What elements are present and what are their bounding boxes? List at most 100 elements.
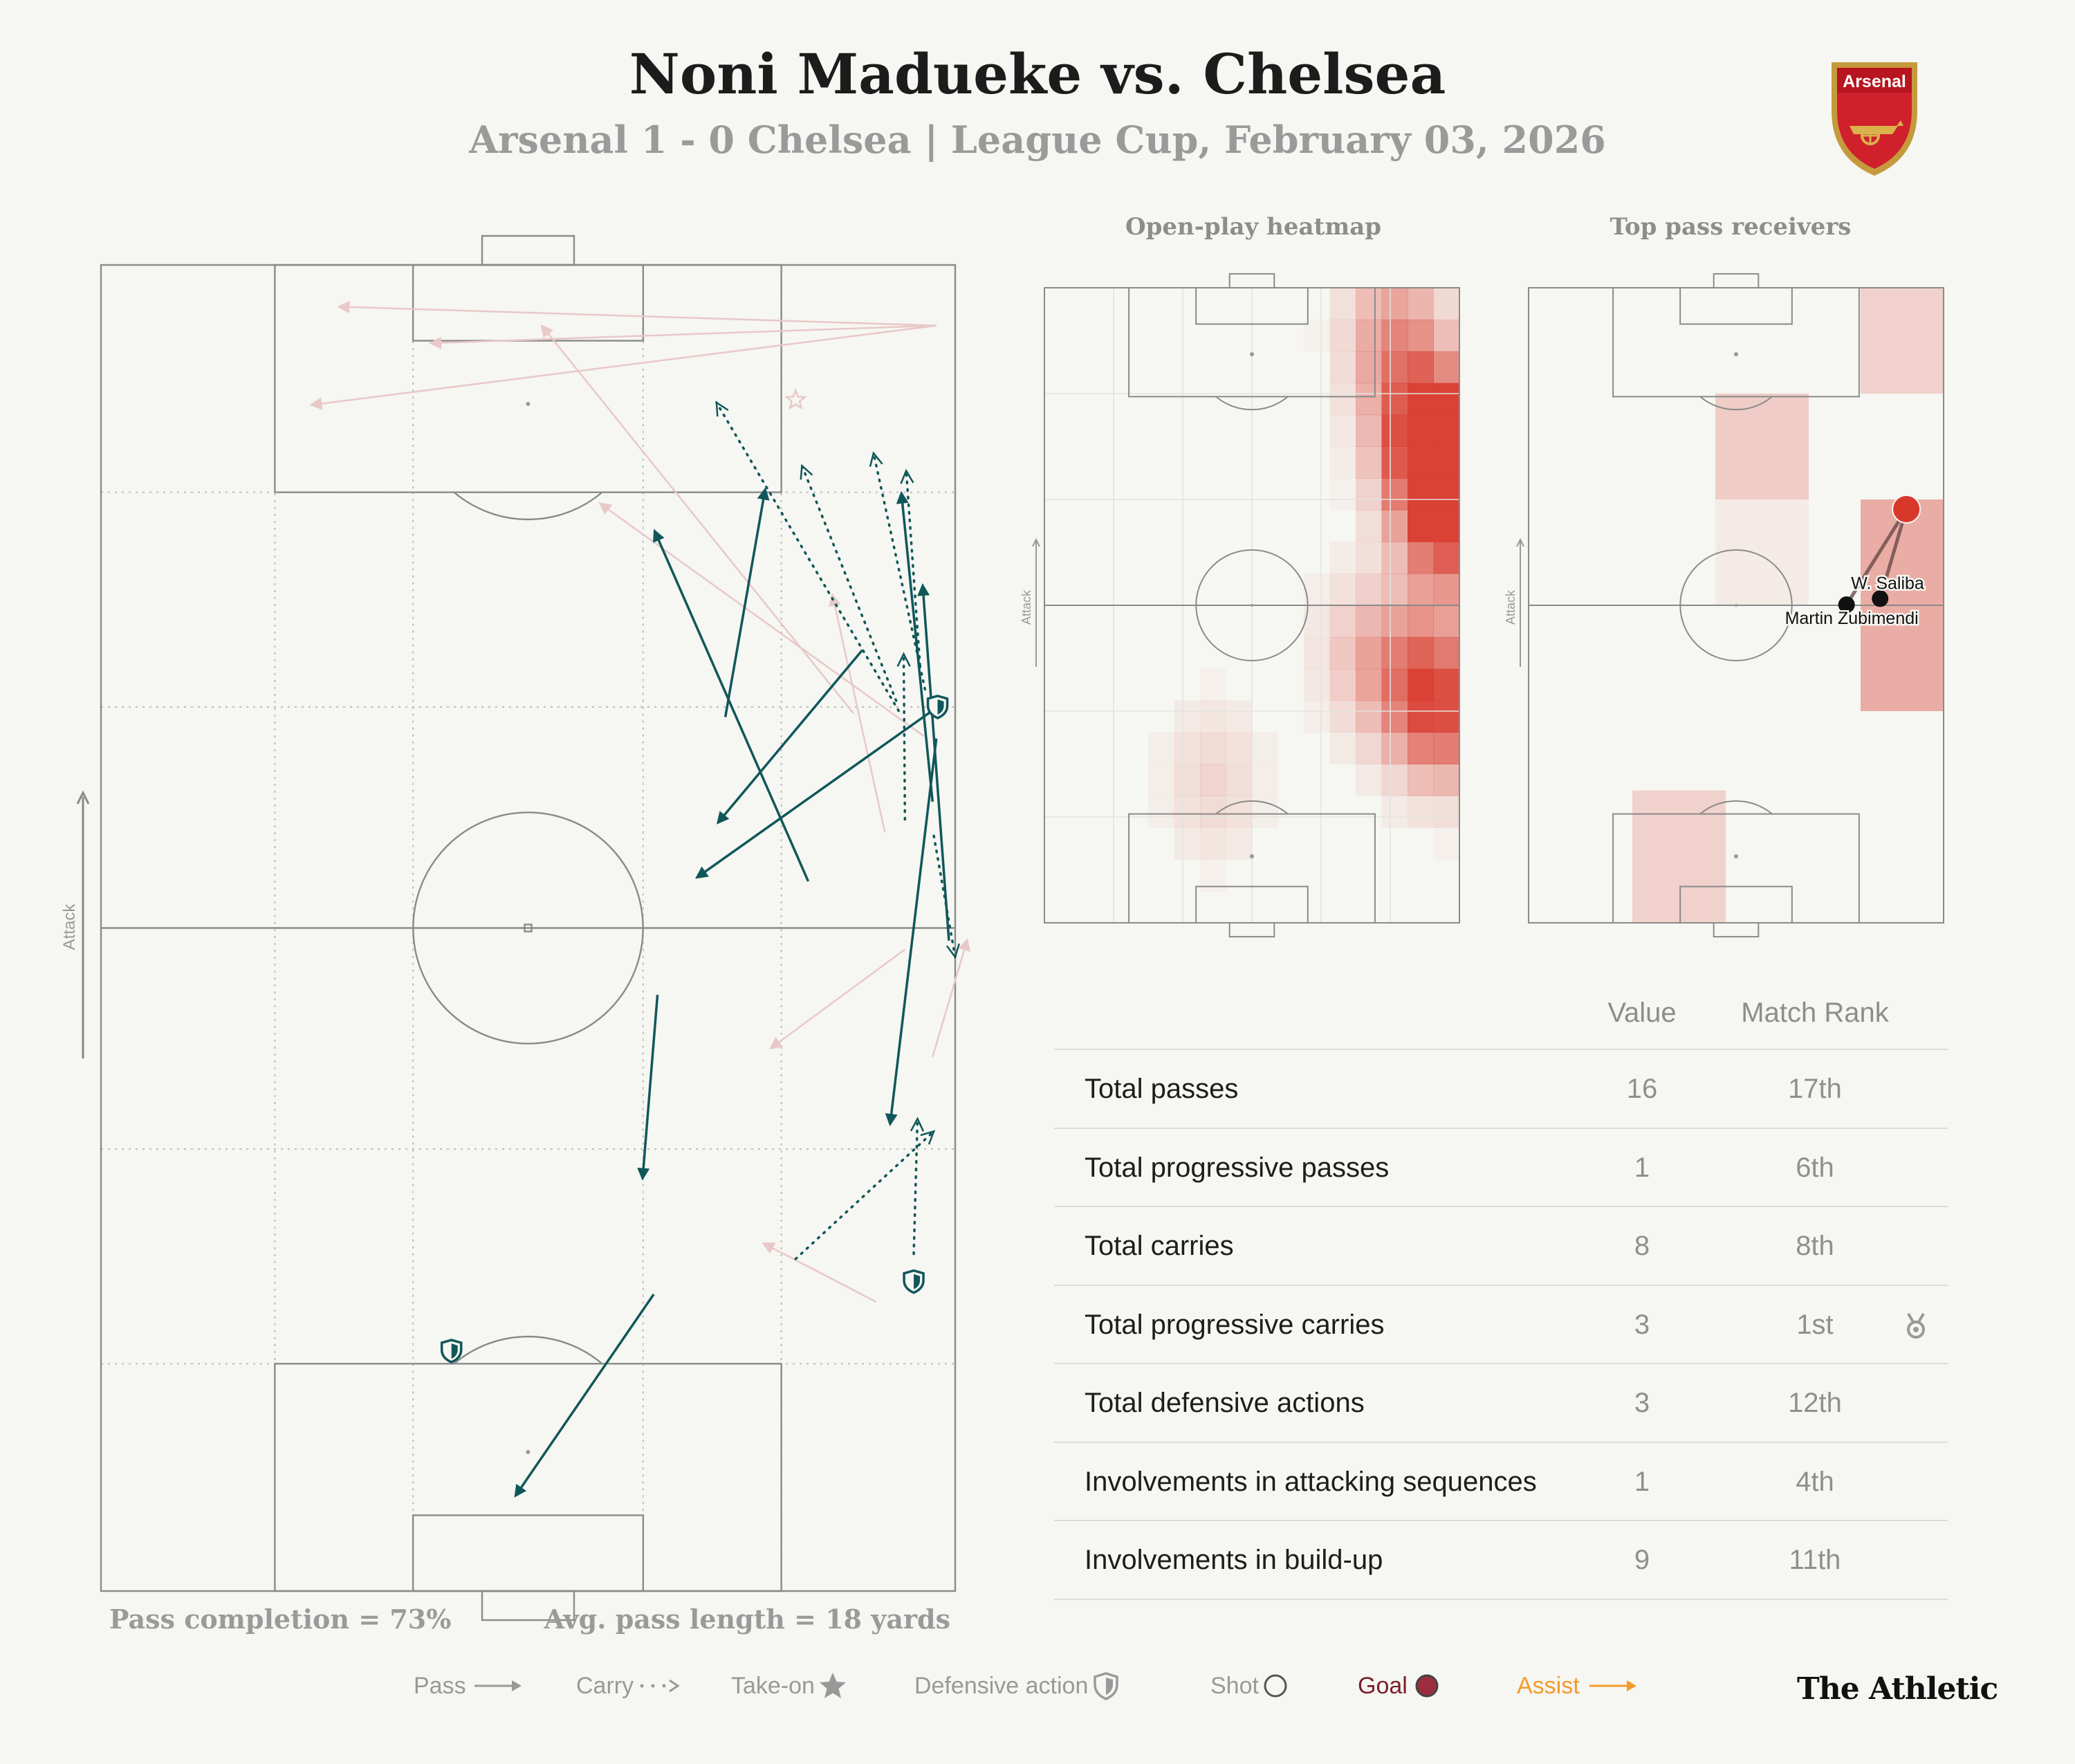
stat-value: 9: [1634, 1545, 1650, 1575]
stat-label: Total passes: [1085, 1074, 1239, 1104]
heatmap-cell: [1381, 383, 1408, 416]
heatmap-cell: [1356, 351, 1382, 384]
penalty-box-top: [1612, 287, 1860, 398]
heatmap-cell: [1408, 732, 1434, 764]
heatmap-cell: [1356, 478, 1382, 511]
heatmap-cell: [1200, 796, 1226, 828]
goal-top: [1228, 273, 1275, 289]
shield-icon: [1094, 1672, 1119, 1700]
heatmap-cell: [1356, 319, 1382, 352]
pass-arrow: [514, 1293, 655, 1498]
heatmap-cell: [1356, 573, 1382, 606]
player-average-position: [1892, 494, 1921, 524]
legend-goal-label: Goal: [1358, 1672, 1408, 1699]
heatmap-cell: [1433, 351, 1460, 384]
heatmap-cell: [1433, 796, 1460, 828]
stat-rank: 6th: [1796, 1152, 1834, 1183]
heatmap-cell: [1200, 764, 1226, 796]
heatmap-cell: [1381, 414, 1408, 447]
heatmap-cell: [1381, 351, 1408, 384]
centre-circle: [412, 811, 644, 1045]
heatmap-cell: [1329, 732, 1356, 764]
heatmap-cell: [1381, 478, 1408, 511]
penalty-spot-bottom: [526, 1450, 531, 1455]
heatmap-cell: [1200, 827, 1226, 860]
stat-label: Total progressive passes: [1085, 1152, 1390, 1183]
heatmap-cell: [1433, 288, 1460, 320]
heatmap-cell: [1408, 351, 1434, 384]
heatmap-cell: [1433, 414, 1460, 447]
penalty-arc-top: [1699, 396, 1773, 411]
stats-bottom-rule: [1054, 1598, 1948, 1600]
heatmap-cell: [1329, 288, 1356, 320]
receivers-attack-label: Attack: [1504, 589, 1518, 625]
centre-spot: [1251, 604, 1253, 607]
stats-row: Total defensive actions 3 12th: [1054, 1363, 1948, 1442]
legend-pass: Pass: [414, 1669, 523, 1703]
penalty-arc-bottom: [453, 1335, 603, 1365]
stat-rank: 8th: [1796, 1231, 1834, 1261]
incomplete-pass-arrow: [309, 324, 937, 410]
heatmap-cell: [1304, 700, 1330, 733]
heatmap-cell: [1356, 732, 1382, 764]
carry-arrow: [715, 401, 901, 713]
heatmap-cell: [1304, 668, 1330, 701]
defensive-action-shield: [926, 695, 949, 719]
legend-defensive-action: Defensive action: [914, 1669, 1121, 1703]
heatmap-cell: [1408, 446, 1434, 479]
heatmap-cell: [1381, 796, 1408, 828]
page-title: Noni Madueke vs. Chelsea: [629, 42, 1446, 107]
carry-arrow: [900, 468, 921, 667]
heatmap-cell: [1408, 573, 1434, 606]
heatmap-cell: [1433, 478, 1460, 511]
heatmap-cell: [1408, 383, 1434, 416]
incomplete-pass-arrow: [762, 1242, 877, 1303]
heatmap-cell: [1356, 446, 1382, 479]
heatmap-cell: [1174, 796, 1201, 828]
pass-arrow: [885, 738, 938, 1127]
carry-arrow: [800, 463, 898, 702]
heatmap-cell: [1433, 542, 1460, 574]
stat-value: 16: [1626, 1074, 1658, 1104]
carry-arrow: [794, 1130, 936, 1260]
penalty-arc-bottom: [1215, 800, 1289, 815]
heatmap-cell: [1433, 605, 1460, 638]
pass-arrow: [653, 529, 810, 882]
heatmap-cell: [1329, 636, 1356, 670]
receiver-dot: [1838, 596, 1855, 614]
pass-arrow: [723, 487, 770, 717]
incomplete-pass-arrow: [769, 948, 906, 1049]
legend-pass-label: Pass: [414, 1672, 466, 1699]
heatmap-cell: [1433, 700, 1460, 733]
pass-arrow: [917, 583, 950, 941]
legend-shot-label: Shot: [1210, 1672, 1259, 1699]
penalty-arc-top: [453, 491, 603, 521]
receiver-zone: [1861, 605, 1944, 711]
heatmap-cell: [1329, 446, 1356, 479]
heatmap-cell: [1433, 383, 1460, 416]
carry-arrow: [910, 1117, 925, 1256]
heatmap-attack-label: Attack: [1020, 589, 1033, 625]
heatmap-cell: [1200, 700, 1226, 733]
penalty-arc-top: [1215, 396, 1289, 411]
receiver-zone: [1861, 288, 1944, 394]
avg-pass-length: Avg. pass length = 18 yards: [544, 1604, 950, 1635]
heatmap-cell: [1433, 636, 1460, 670]
stat-value: 3: [1634, 1309, 1650, 1340]
goal-area-top: [1679, 287, 1793, 325]
pass-arrow-icon: [474, 1680, 522, 1691]
pass-arrow: [637, 995, 659, 1181]
heatmap-cell: [1356, 414, 1382, 447]
heatmap-cell: [1356, 510, 1382, 542]
heatmap-cell: [1252, 732, 1278, 764]
heatmap-cell: [1174, 827, 1201, 860]
penalty-arc-bottom: [1699, 800, 1773, 815]
centre-circle: [1679, 549, 1793, 661]
goal-top: [481, 235, 575, 266]
stat-rank: 17th: [1788, 1074, 1842, 1104]
heatmap-cell: [1408, 796, 1434, 828]
receiver-name: Martin Zubimendi: [1785, 609, 1919, 628]
legend-shot: Shot: [1210, 1669, 1292, 1703]
heatmap-cell: [1381, 764, 1408, 796]
stat-value: 3: [1634, 1388, 1650, 1418]
